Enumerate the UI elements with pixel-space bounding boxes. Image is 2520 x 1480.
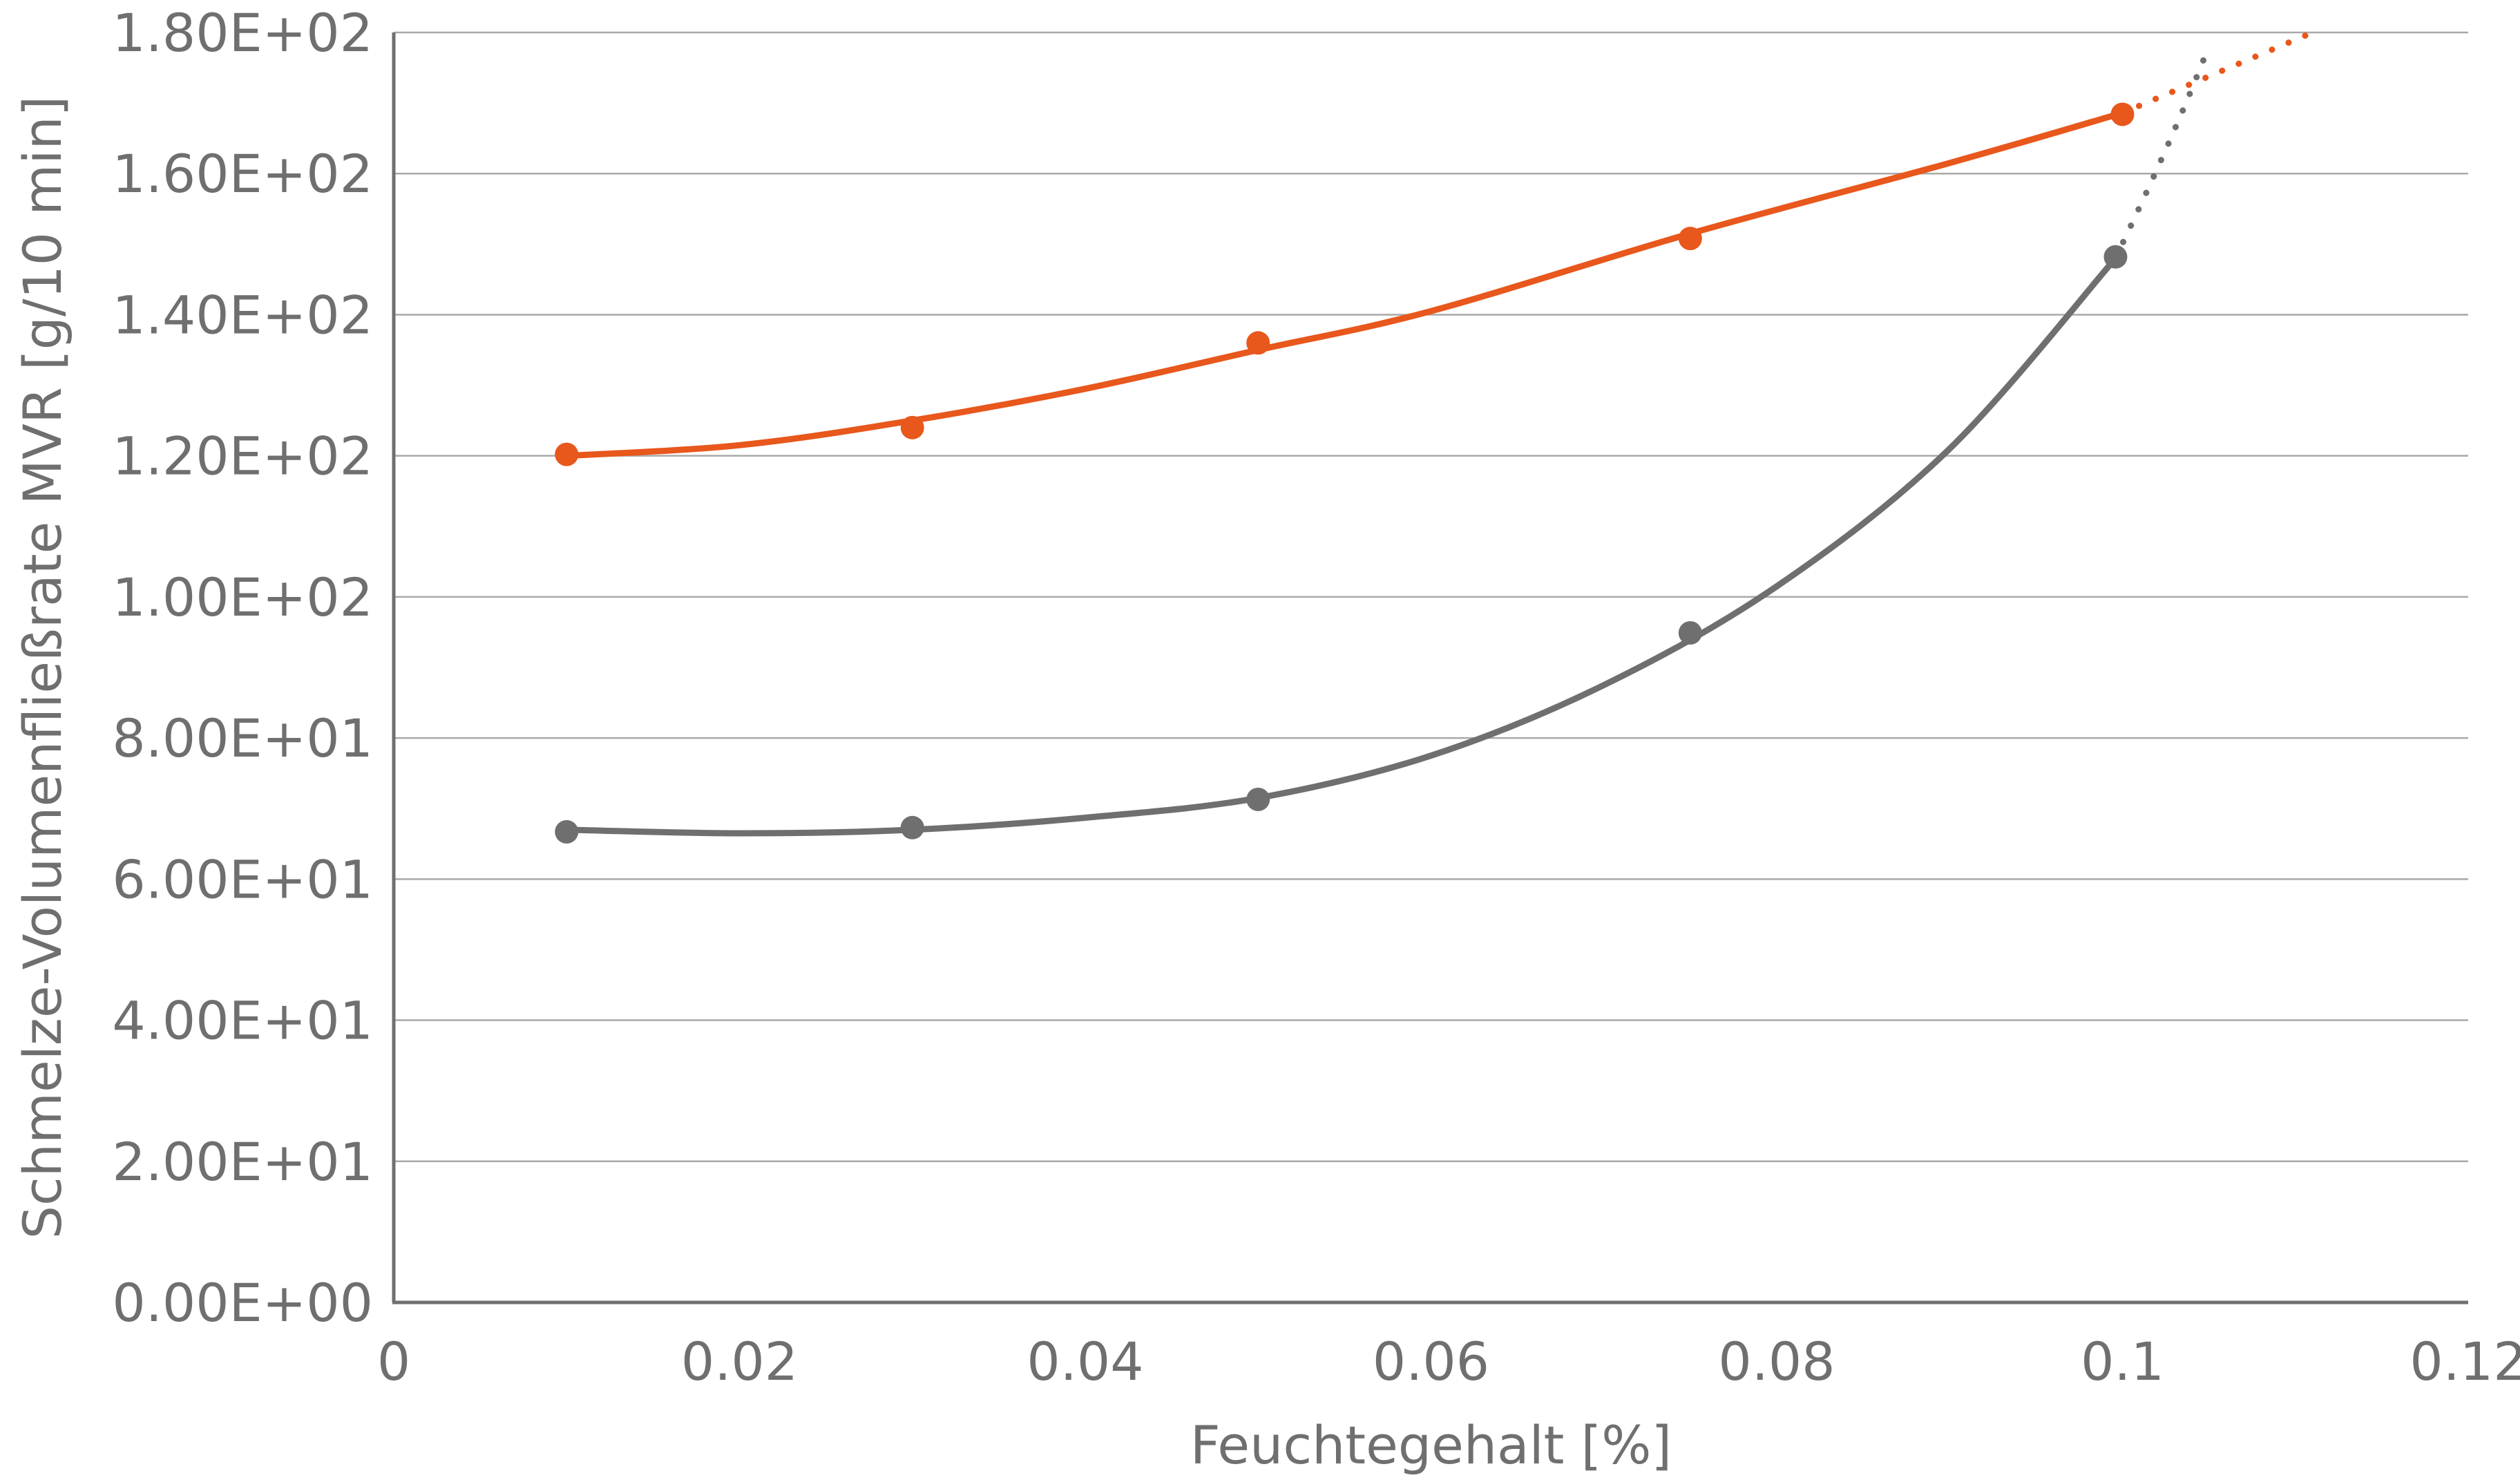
x-tick-label: 0.12 — [2409, 1331, 2520, 1392]
series-1-point-4 — [1678, 227, 1702, 251]
series-2-point-5 — [2103, 245, 2128, 269]
x-tick-labels: 0 0.02 0.04 0.06 0.08 0.1 0.12 — [377, 1331, 2520, 1392]
y-tick-label: 1.40E+02 — [112, 284, 373, 345]
y-tick-label: 1.00E+02 — [112, 567, 373, 628]
series-1-trend-line — [563, 109, 2126, 459]
y-tick-label: 6.00E+01 — [112, 848, 373, 910]
x-tick-label: 0 — [377, 1331, 410, 1392]
x-axis-title: Feuchtegehalt [%] — [1190, 1414, 1672, 1476]
y-tick-label: 1.60E+02 — [112, 143, 373, 205]
series-2-point-1 — [555, 819, 579, 844]
series-1-point-3 — [1246, 331, 1270, 355]
extrapolation-lines — [2112, 29, 2316, 262]
data-points — [555, 102, 2135, 844]
y-tick-label: 0.00E+00 — [112, 1272, 373, 1334]
x-tick-label: 0.08 — [1718, 1331, 1835, 1392]
series-2-point-4 — [1678, 620, 1702, 645]
series-2-extrapolation-line — [2112, 43, 2213, 262]
series-2-point-2 — [900, 815, 924, 839]
series-1-point-1 — [555, 442, 579, 466]
series-1-point-5 — [2110, 102, 2135, 126]
y-tick-label: 1.20E+02 — [112, 426, 373, 487]
x-tick-label: 0.02 — [681, 1331, 798, 1392]
series-2-trend-line — [563, 255, 2119, 837]
y-tick-label: 2.00E+01 — [112, 1131, 373, 1193]
y-tick-label: 8.00E+01 — [112, 708, 373, 769]
grid-lines — [394, 31, 2468, 1163]
y-tick-label: 1.80E+02 — [112, 2, 373, 64]
x-tick-label: 0.04 — [1027, 1331, 1143, 1392]
y-tick-labels: 0.00E+00 2.00E+01 4.00E+01 6.00E+01 8.00E+01… — [112, 2, 373, 1334]
axes — [392, 32, 2468, 1305]
series-2-point-3 — [1246, 787, 1270, 811]
y-axis-title: Schmelze-Volumenfließrate MVR [g/10 min] — [12, 96, 73, 1240]
trend-lines — [563, 109, 2126, 837]
series-1-extrapolation-line — [2119, 29, 2316, 116]
series-1-point-2 — [900, 415, 924, 439]
x-tick-label: 0.1 — [2081, 1331, 2164, 1392]
y-tick-label: 4.00E+01 — [112, 990, 373, 1052]
x-tick-label: 0.06 — [1373, 1331, 1489, 1392]
